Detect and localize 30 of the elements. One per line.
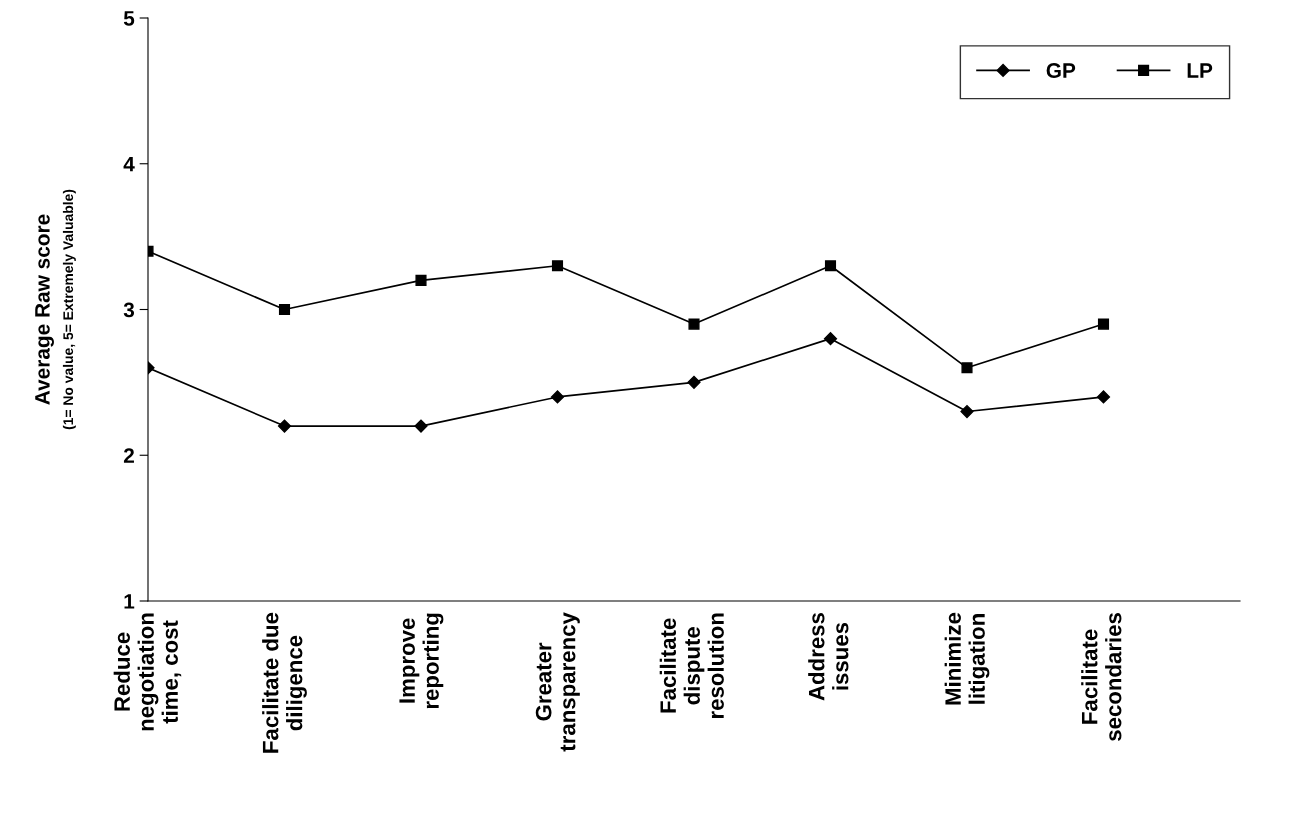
legend-label: LP [1187,63,1213,78]
x-tick-label: Improve reporting [399,613,444,709]
y-tick-label: 1 [124,594,135,609]
point [1097,318,1110,330]
x-tick-label: Address issues [808,613,849,701]
y-tick-label: 5 [123,11,135,26]
y-tick-label: 4 [123,156,135,172]
point [823,332,838,346]
x-tick-label: Greater transparency [535,612,580,752]
point [414,419,428,433]
point [961,362,973,374]
point [551,260,564,272]
x-tick-label: Facilitate dispute resolution [659,613,724,719]
point [415,274,427,286]
point [278,303,291,316]
point [550,390,565,404]
point [277,419,292,433]
x-tick-label: Minimize litigation [944,612,990,705]
legend-label: GP [1046,63,1076,78]
x-tick-label: Facilitate secondaries [1081,613,1122,742]
y-tick-label: 2 [123,448,134,463]
x-tick-label: Reduce negotiation time, cost [113,613,182,731]
x-tick-label: Facilitate due diligence [262,612,307,753]
y-tick-label: 3 [123,302,135,318]
y-axis-title: Average Raw score (1= No value, 5= Extremely Valuable) [35,189,76,430]
point [960,404,974,419]
point [687,375,701,389]
point [824,260,837,272]
point [1096,390,1111,404]
point [688,318,700,330]
